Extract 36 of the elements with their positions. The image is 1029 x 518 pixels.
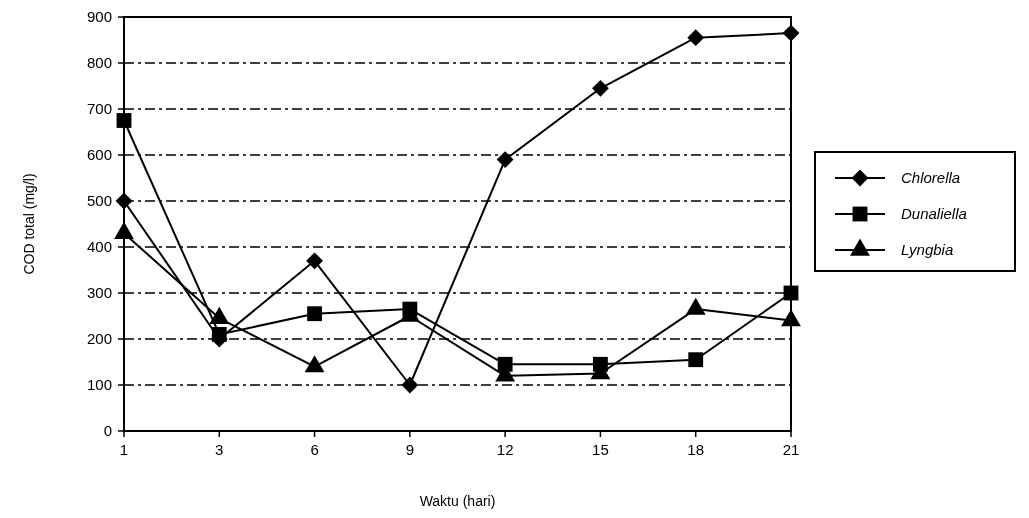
point — [687, 29, 705, 47]
point — [497, 356, 513, 372]
y-tick-label: 200 — [86, 330, 112, 348]
x-tick-label: 1 — [119, 441, 129, 458]
legend-label: Dunaliella — [901, 205, 967, 223]
y-tick-label: 500 — [86, 192, 112, 210]
point — [593, 356, 608, 372]
point — [401, 376, 419, 394]
y-tick-label: 0 — [103, 422, 112, 440]
y-tick-label: 800 — [86, 54, 112, 72]
y-tick-label: 600 — [86, 146, 112, 164]
point — [402, 301, 418, 317]
point — [116, 113, 132, 128]
x-tick-label: 15 — [592, 441, 609, 458]
legend-label: Chlorella — [901, 169, 961, 187]
y-tick-label: 300 — [86, 284, 112, 302]
x-tick-label: 21 — [782, 441, 800, 458]
point — [782, 24, 800, 42]
point — [496, 151, 514, 168]
y-axis-title: COD total (mg/l) — [21, 173, 37, 275]
x-axis-title: Waktu (hari) — [419, 493, 496, 509]
y-tick-label: 100 — [86, 376, 112, 394]
x-tick-label: 12 — [496, 441, 514, 458]
x-tick-label: 18 — [687, 441, 705, 458]
x-tick-label: 6 — [310, 441, 319, 458]
point — [306, 252, 323, 270]
legend-label: Lyngbia — [901, 241, 954, 259]
point — [115, 192, 133, 210]
point — [307, 306, 322, 322]
y-tick-label: 700 — [86, 100, 112, 118]
x-tick-label: 9 — [405, 441, 415, 458]
point — [592, 79, 609, 97]
y-tick-label: 900 — [86, 8, 112, 26]
y-tick-label: 400 — [86, 238, 112, 256]
point — [688, 352, 704, 368]
x-tick-label: 3 — [215, 441, 224, 458]
